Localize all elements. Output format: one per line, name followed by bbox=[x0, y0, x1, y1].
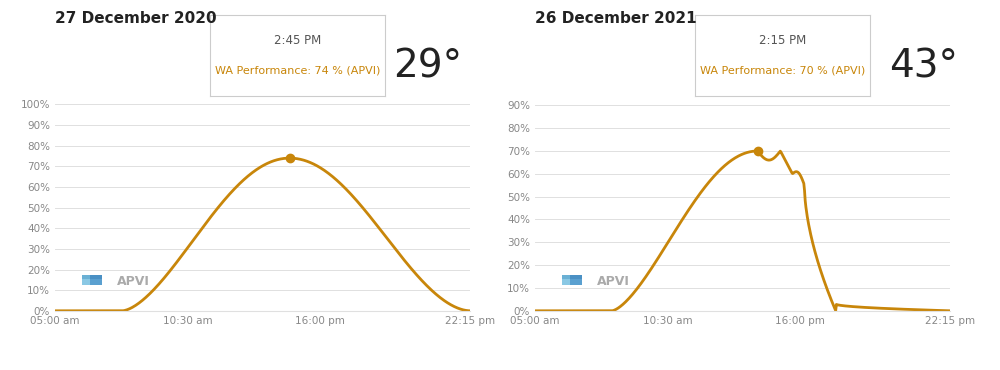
Text: 26 December 2021: 26 December 2021 bbox=[535, 11, 697, 26]
FancyBboxPatch shape bbox=[82, 279, 94, 285]
FancyBboxPatch shape bbox=[90, 275, 102, 281]
Text: 43°: 43° bbox=[889, 48, 958, 85]
FancyBboxPatch shape bbox=[562, 279, 574, 285]
Text: 27 December 2020: 27 December 2020 bbox=[55, 11, 217, 26]
FancyBboxPatch shape bbox=[90, 279, 102, 285]
Text: 2:15 PM: 2:15 PM bbox=[759, 34, 806, 47]
Text: APVI: APVI bbox=[117, 275, 150, 288]
FancyBboxPatch shape bbox=[82, 275, 94, 281]
Text: 29°: 29° bbox=[393, 48, 462, 85]
Text: WA Performance: 70 % (APVI): WA Performance: 70 % (APVI) bbox=[700, 65, 865, 75]
Text: APVI: APVI bbox=[597, 275, 630, 288]
Text: WA Performance: 74 % (APVI): WA Performance: 74 % (APVI) bbox=[215, 65, 380, 75]
FancyBboxPatch shape bbox=[570, 279, 582, 285]
Text: 2:45 PM: 2:45 PM bbox=[274, 34, 321, 47]
FancyBboxPatch shape bbox=[562, 275, 574, 281]
FancyBboxPatch shape bbox=[570, 275, 582, 281]
